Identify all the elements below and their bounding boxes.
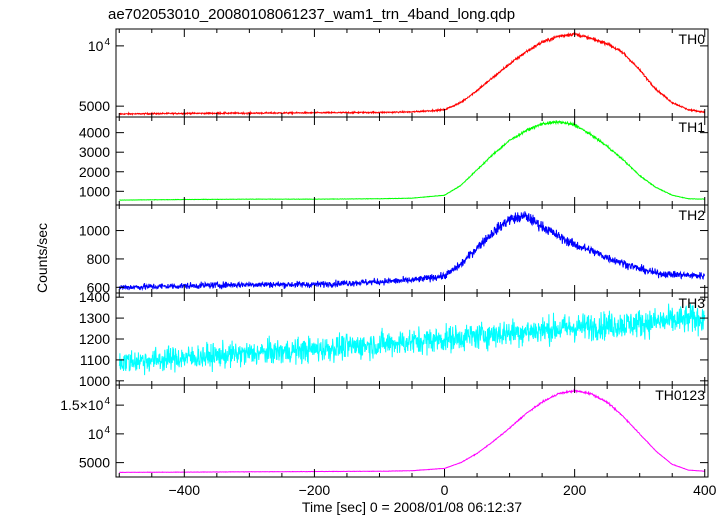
- x-tick-label: 0: [441, 482, 449, 498]
- panel-label-th0: TH0: [679, 31, 706, 47]
- series-line-th2: [118, 211, 706, 292]
- y-tick-label: 104: [88, 425, 111, 442]
- panel-label-th2: TH2: [679, 207, 706, 223]
- y-tick-label: 1300: [79, 310, 110, 326]
- series-line-th3: [118, 303, 706, 376]
- y-tick-label: 4000: [79, 125, 110, 141]
- y-tick-label: 800: [87, 251, 111, 267]
- panel-frame-th1: [115, 116, 709, 206]
- y-tick-label: 1200: [79, 331, 110, 347]
- x-tick-label: −200: [299, 482, 331, 498]
- panels: TH05000104TH11000200030004000TH260080010…: [60, 28, 717, 498]
- y-axis-label: Counts/sec: [34, 223, 50, 293]
- x-tick-label: −400: [169, 482, 201, 498]
- series-line-th0: [119, 31, 706, 116]
- x-tick-label: 400: [693, 482, 717, 498]
- panel-label-th0123: TH0123: [655, 387, 705, 403]
- y-tick-label: 5000: [79, 455, 110, 471]
- y-tick-label: 1400: [79, 289, 110, 305]
- y-tick-label: 1000: [79, 223, 110, 239]
- x-axis-label: Time [sec] 0 = 2008/01/08 06:12:37: [302, 499, 522, 515]
- x-tick-label: 200: [563, 482, 587, 498]
- series-line-th1: [119, 120, 705, 201]
- panel-label-th3: TH3: [679, 295, 706, 311]
- y-tick-label: 1000: [79, 373, 110, 389]
- y-tick-label: 3000: [79, 144, 110, 160]
- y-tick-label: 600: [87, 279, 111, 295]
- y-tick-label: 104: [88, 37, 111, 54]
- y-tick-label: 2000: [79, 164, 110, 180]
- panel-frame-th0123: [115, 384, 709, 478]
- chart-title: ae702053010_20080108061237_wam1_trn_4ban…: [108, 6, 515, 23]
- panel-frame-th0: [115, 28, 709, 118]
- y-tick-label: 5000: [79, 98, 110, 114]
- y-tick-label: 1.5×104: [60, 396, 110, 413]
- panel-label-th1: TH1: [679, 119, 706, 135]
- y-tick-label: 1100: [80, 352, 110, 368]
- series-line-th0123: [119, 388, 705, 474]
- y-tick-label: 1000: [79, 183, 110, 199]
